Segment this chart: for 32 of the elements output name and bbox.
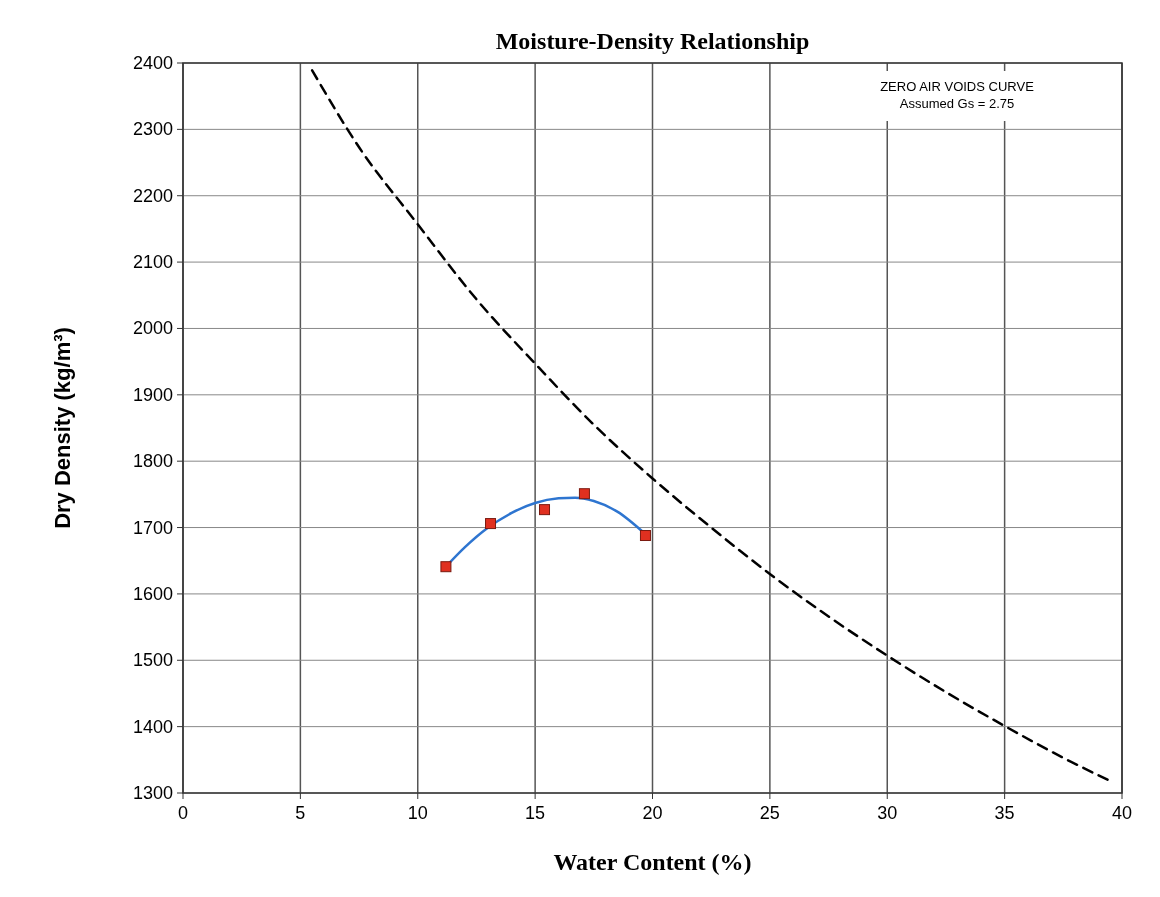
line-series — [310, 69, 1112, 783]
x-tick-label: 15 — [525, 803, 546, 823]
y-tick-label: 1700 — [132, 517, 173, 538]
y-tick-label: 1600 — [132, 583, 173, 604]
y-tick-label: 1800 — [132, 451, 173, 472]
y-tick-label: 2400 — [132, 53, 173, 73]
point — [440, 561, 452, 573]
x-axis-title: Water Content (%) — [553, 849, 752, 875]
chart-title: Moisture-Density Relationship — [495, 28, 810, 54]
point — [485, 518, 497, 530]
y-tick-label: 2300 — [132, 119, 173, 140]
x-tick-label: 25 — [759, 803, 780, 823]
y-tick-label: 1900 — [132, 384, 173, 405]
y-tick-label: 2100 — [132, 252, 173, 273]
y-tick-label: 1300 — [132, 783, 173, 803]
x-tick-label: 5 — [295, 803, 306, 823]
y-tick-label: 2000 — [132, 318, 173, 339]
y-tick-label: 1400 — [132, 716, 173, 737]
x-tick-label: 10 — [407, 803, 428, 823]
x-tick-label: 40 — [1111, 803, 1133, 823]
point — [539, 504, 551, 516]
x-tick-label: 0 — [177, 803, 189, 823]
y-tick-label: 1500 — [132, 650, 173, 671]
annotation: ZERO AIR VOIDS CURVE — [880, 79, 1035, 94]
annotation: Assumed Gs = 2.75 — [899, 96, 1015, 111]
point — [639, 530, 651, 542]
y-tick-label: 2200 — [132, 185, 173, 206]
x-tick-label: 35 — [994, 803, 1015, 823]
x-tick-label: 30 — [877, 803, 898, 823]
point — [578, 488, 590, 500]
y-axis-title: Dry Density (kg/m³) — [50, 327, 75, 529]
x-tick-label: 20 — [642, 803, 663, 823]
